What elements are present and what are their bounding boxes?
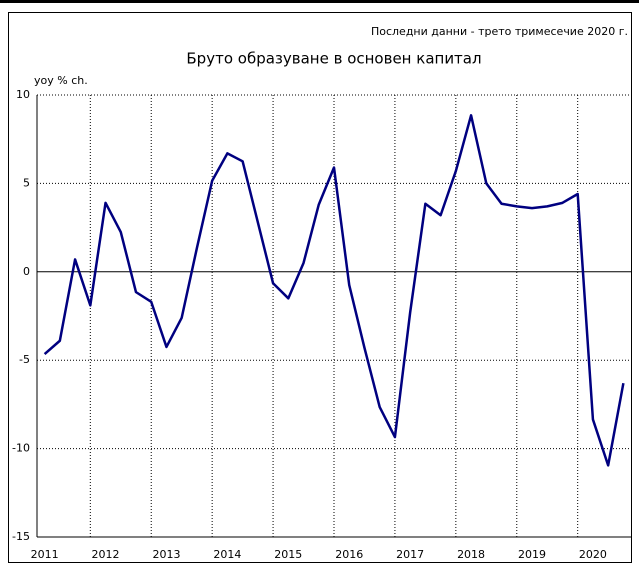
data-line [43,114,625,467]
x-tick-label: 2018 [457,548,485,561]
x-tick-label: 2019 [518,548,546,561]
y-tick-label: -10 [12,442,30,455]
y-axis-label: yoy % ch. [34,74,88,87]
x-tick-label: 2012 [92,548,120,561]
y-tick-label: -15 [12,530,30,543]
chart-title: Бруто образуване в основен капитал [186,50,481,68]
x-tick-label: 2016 [335,548,363,561]
x-tick-label: 2020 [579,548,607,561]
x-tick-label: 2017 [396,548,424,561]
subtitle: Последни данни - трето тримесечие 2020 г… [371,25,628,38]
y-tick-label: 10 [16,88,30,101]
y-tick-label: 5 [23,176,30,189]
y-tick-label: -5 [19,353,30,366]
frame [8,12,632,563]
x-tick-label: 2011 [31,548,59,561]
x-tick-label: 2015 [274,548,302,561]
y-tick-label: 0 [23,265,30,278]
x-tick-label: 2013 [152,548,180,561]
x-tick-label: 2014 [213,548,241,561]
top-bar [0,0,639,3]
